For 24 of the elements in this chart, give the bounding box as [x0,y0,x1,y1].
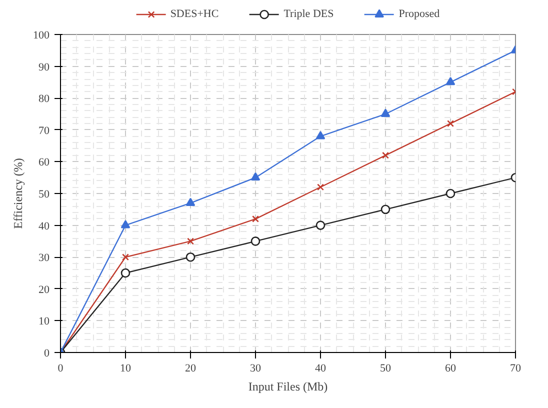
x-tick-label: 60 [445,362,456,374]
x-axis-title: Input Files (Mb) [248,380,328,394]
legend-label: Proposed [398,8,440,20]
y-tick-label: 60 [38,156,50,169]
y-tick-label: 30 [38,252,50,264]
x-tick-label: 30 [250,362,262,374]
x-tick-label: 0 [58,362,64,374]
y-axis-title: Efficiency (%) [11,158,25,229]
x-tick-label: 40 [315,362,326,374]
y-tick-label: 50 [38,188,50,200]
x-tick-label: 20 [185,362,196,374]
legend-label: SDES+HC [170,8,219,20]
y-tick-label: 80 [38,93,50,106]
y-tick-label: 20 [38,284,50,296]
y-tick-label: 90 [38,61,50,74]
x-tick-label: 70 [510,362,522,374]
y-tick-label: 0 [44,348,50,360]
y-tick-label: 10 [38,316,50,328]
y-tick-label: 40 [38,220,50,232]
y-tick-label: 100 [33,30,50,42]
x-tick-label: 10 [120,362,132,374]
y-tick-label: 70 [38,124,50,137]
x-tick-label: 50 [380,362,392,374]
legend-label: Triple DES [284,8,334,20]
